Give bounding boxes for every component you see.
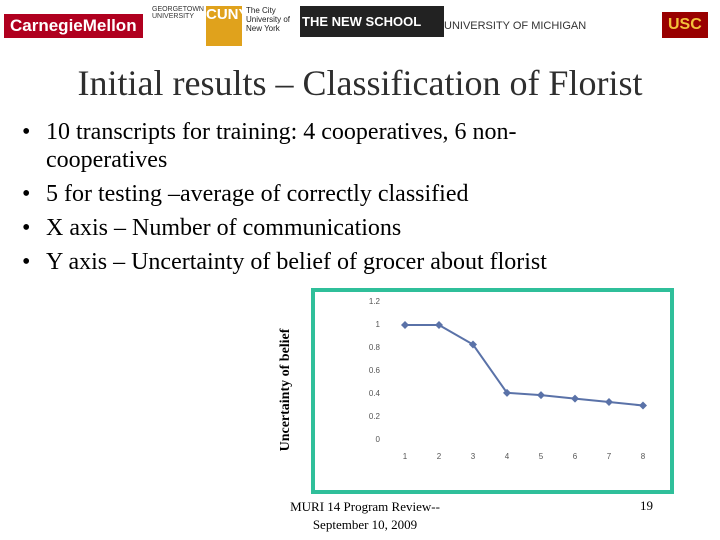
y-tick-label: 1.2	[369, 297, 381, 306]
footer: MURI 14 Program Review-- September 10, 2…	[290, 499, 440, 532]
line	[405, 324, 644, 407]
y-tick-label: 0.8	[369, 343, 381, 352]
marker	[435, 321, 443, 329]
x-tick-label: 2	[437, 452, 442, 461]
y-tick-label: 0.6	[369, 366, 381, 375]
bullet: 10 transcripts for training: 4 cooperati…	[22, 118, 622, 174]
x-tick-label: 3	[471, 452, 476, 461]
bullet-list: 10 transcripts for training: 4 cooperati…	[22, 118, 622, 282]
logo: The City University of New York	[246, 6, 291, 33]
bullet: X axis – Number of communications	[22, 214, 622, 242]
bullet: Y axis – Uncertainty of belief of grocer…	[22, 248, 622, 276]
marker	[537, 391, 545, 400]
logo: CarnegieMellon	[4, 14, 143, 38]
logo: USC	[662, 12, 708, 38]
x-tick-label: 8	[641, 452, 646, 461]
x-tick-label: 5	[539, 452, 544, 461]
y-tick-label: 0.2	[369, 412, 381, 421]
logo: CUNY	[206, 6, 249, 46]
marker	[503, 388, 511, 397]
x-tick-label: 6	[573, 452, 578, 461]
y-axis-label: Uncertainty of belief	[278, 328, 293, 451]
y-tick-label: 1	[376, 320, 381, 329]
x-tick-label: 7	[607, 452, 612, 461]
x-tick-label: 1	[403, 452, 408, 461]
x-tick-label: 4	[505, 452, 510, 461]
title: Initial results – Classification of Flor…	[77, 63, 643, 103]
y-tick-label: 0.4	[369, 389, 381, 398]
page-number: 19	[640, 498, 653, 513]
marker	[639, 401, 647, 410]
marker	[571, 394, 579, 403]
logo: THE NEW SCHOOL	[300, 6, 444, 37]
logo: UNIVERSITY OF MICHIGAN	[444, 20, 587, 32]
logo: GEORGETOWN UNIVERSITY	[152, 6, 204, 20]
marker	[469, 340, 477, 349]
bullet: 5 for testing –average of correctly clas…	[22, 180, 622, 208]
y-tick-label: 0	[376, 435, 381, 444]
marker	[605, 398, 613, 407]
chart-frame	[311, 288, 674, 494]
marker	[401, 321, 409, 329]
